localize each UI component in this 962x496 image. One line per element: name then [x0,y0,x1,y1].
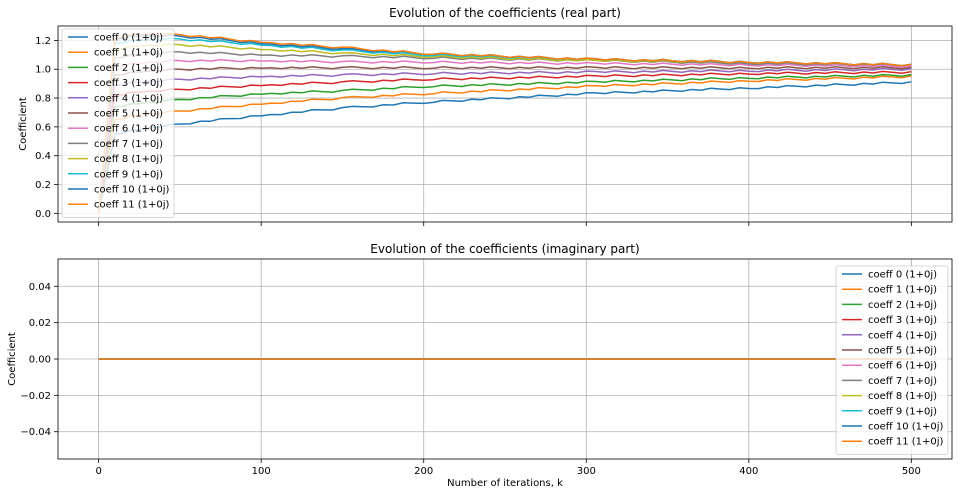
legend-label: coeff 4 (1+0j) [868,330,937,341]
legend-label: coeff 10 (1+0j) [868,422,944,433]
x-tick-label: 200 [414,466,433,477]
y-tick-label: 0.02 [29,318,51,329]
series-line [97,75,912,214]
chart-imaginary-part: 0 100 200 300 400 500 −0.04 −0.02 0.00 0.02 0.04 E… [7,242,953,489]
legend-label: coeff 2 (1+0j) [94,63,163,74]
series-line [97,80,912,214]
legend-box [835,265,949,455]
legend-label: coeff 1 (1+0j) [868,285,937,296]
axes-frame-real [57,25,953,223]
legend-label: coeff 7 (1+0j) [868,376,937,387]
legend-label: coeff 9 (1+0j) [868,406,937,417]
series-line [97,32,912,214]
legend-box [61,28,175,218]
chart-title-real: Evolution of the coefficients (real part… [389,6,621,20]
y-tick-label: −0.04 [20,427,51,438]
legend-label: coeff 0 (1+0j) [94,33,163,44]
ticks-real: 0.0 0.2 0.4 0.6 0.8 1.0 1.2 [35,36,912,226]
legend-label: coeff 5 (1+0j) [868,346,937,357]
legend-label: coeff 4 (1+0j) [94,93,163,104]
x-axis-label-imag: Number of iterations, k [447,478,563,489]
y-tick-label: 0.00 [29,355,51,366]
legend-real: coeff 0 (1+0j) coeff 1 (1+0j) coeff 2 (1+0… [61,28,175,218]
legend-label: coeff 7 (1+0j) [94,139,163,150]
chart-title-imag: Evolution of the coefficients (imaginary… [370,242,639,256]
ticks-imag: 0 100 200 300 400 500 −0.04 −0.02 0.00 0.02 0.04 [20,282,921,477]
y-tick-label: 1.0 [35,65,51,76]
y-tick-label: 0.04 [29,282,51,293]
series-line [97,67,912,214]
y-tick-label: 1.2 [35,36,51,47]
y-axis-label-real: Coefficient [18,97,29,151]
y-tick-label: 0.2 [35,180,51,191]
series-line [97,58,912,214]
legend-label: coeff 8 (1+0j) [94,154,163,165]
legend-label: coeff 10 (1+0j) [94,185,170,196]
legend-label: coeff 6 (1+0j) [94,124,163,135]
y-tick-label: 0.6 [35,122,51,133]
series-line [97,73,912,214]
series-line [97,66,912,214]
legend-label: coeff 11 (1+0j) [94,200,170,211]
series-line [97,70,912,214]
legend-label: coeff 9 (1+0j) [94,169,163,180]
x-tick-label: 100 [252,466,271,477]
x-tick-label: 0 [95,466,101,477]
legend-label: coeff 5 (1+0j) [94,109,163,120]
legend-label: coeff 6 (1+0j) [868,361,937,372]
legend-label: coeff 11 (1+0j) [868,437,944,448]
y-axis-label-imag: Coefficient [7,332,18,386]
y-tick-label: 0.4 [35,151,51,162]
legend-label: coeff 0 (1+0j) [868,270,937,281]
legend-label: coeff 1 (1+0j) [94,48,163,59]
legend-label: coeff 2 (1+0j) [868,300,937,311]
legend-label: coeff 8 (1+0j) [868,391,937,402]
x-tick-label: 300 [577,466,596,477]
series-real [97,32,912,214]
y-tick-label: −0.02 [20,391,51,402]
y-tick-label: 0.0 [35,209,51,220]
x-tick-label: 400 [739,466,758,477]
y-tick-label: 0.8 [35,94,51,105]
chart-real-part: 0.0 0.2 0.4 0.6 0.8 1.0 1.2 Evolution of the c… [18,6,953,226]
x-tick-label: 500 [902,466,921,477]
legend-label: coeff 3 (1+0j) [94,78,163,89]
legend-label: coeff 3 (1+0j) [868,315,937,326]
legend-imag: coeff 0 (1+0j) coeff 1 (1+0j) coeff 2 (1+0… [835,265,949,455]
